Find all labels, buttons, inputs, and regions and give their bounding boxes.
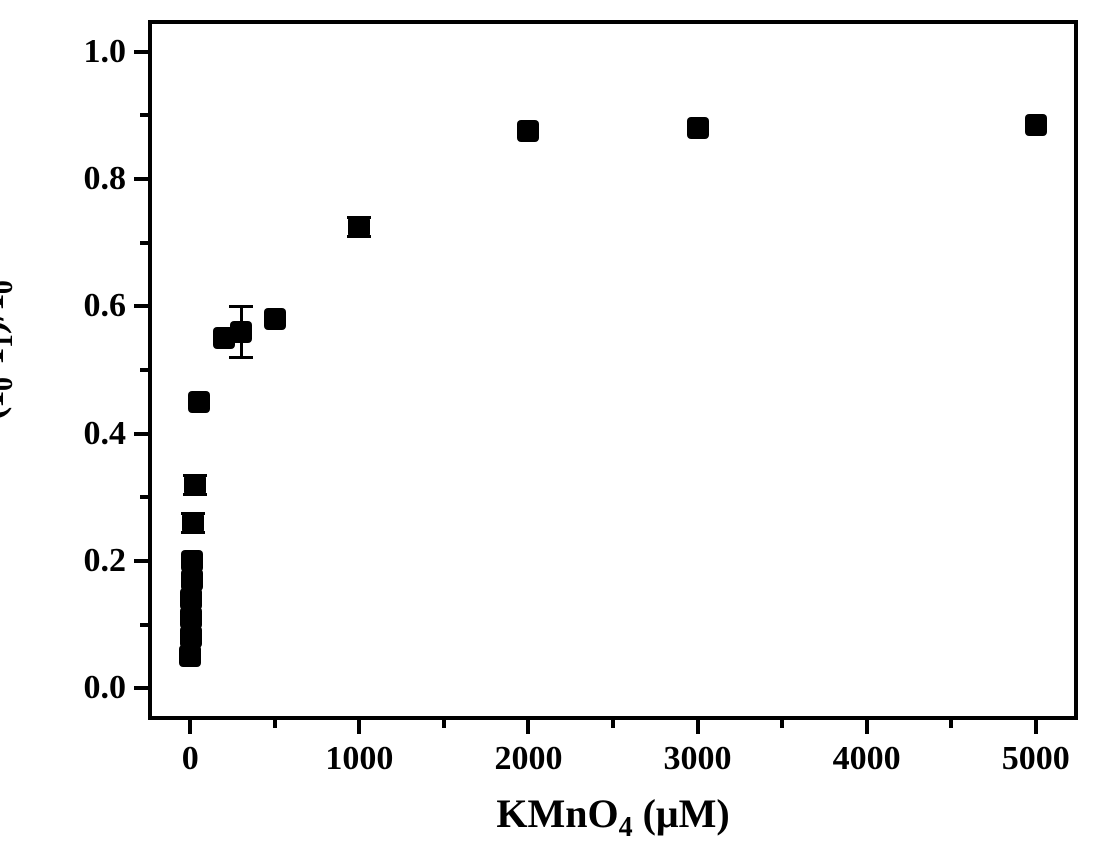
- y-major-tick: [134, 50, 148, 54]
- x-tick-label: 5000: [1002, 740, 1070, 778]
- x-major-tick: [696, 720, 700, 734]
- data-marker: [180, 588, 202, 610]
- y-minor-tick: [140, 113, 148, 117]
- y-major-tick: [134, 304, 148, 308]
- data-marker: [181, 569, 203, 591]
- y-tick-label: 0.6: [84, 287, 127, 325]
- data-marker: [264, 308, 286, 330]
- y-tick-label: 0.8: [84, 160, 127, 198]
- y-minor-tick: [140, 241, 148, 245]
- plot-area: [148, 20, 1078, 720]
- y-tick-label: 0.4: [84, 415, 127, 453]
- data-marker: [517, 120, 539, 142]
- y-tick-label: 0.0: [84, 669, 127, 707]
- x-minor-tick: [611, 720, 615, 728]
- x-tick-label: 0: [182, 740, 199, 778]
- data-marker: [181, 550, 203, 572]
- data-marker: [230, 321, 252, 343]
- y-major-tick: [134, 686, 148, 690]
- data-marker: [687, 117, 709, 139]
- data-marker: [180, 626, 202, 648]
- x-tick-label: 2000: [494, 740, 562, 778]
- data-marker: [180, 607, 202, 629]
- x-minor-tick: [949, 720, 953, 728]
- x-major-tick: [526, 720, 530, 734]
- y-major-tick: [134, 177, 148, 181]
- x-tick-label: 1000: [325, 740, 393, 778]
- x-minor-tick: [442, 720, 446, 728]
- x-major-tick: [865, 720, 869, 734]
- errorbar-cap: [229, 305, 253, 308]
- x-major-tick: [357, 720, 361, 734]
- y-minor-tick: [140, 368, 148, 372]
- data-marker: [188, 391, 210, 413]
- data-marker: [1025, 114, 1047, 136]
- x-minor-tick: [273, 720, 277, 728]
- data-marker: [348, 216, 370, 238]
- data-marker: [184, 474, 206, 496]
- y-tick-label: 0.2: [84, 542, 127, 580]
- y-tick-label: 1.0: [84, 33, 127, 71]
- data-marker: [182, 512, 204, 534]
- x-axis-title: KMnO4 (μM): [496, 790, 729, 844]
- y-major-tick: [134, 559, 148, 563]
- y-axis-title: (I0-I1)/I0: [0, 250, 20, 450]
- x-major-tick: [188, 720, 192, 734]
- x-major-tick: [1034, 720, 1038, 734]
- y-major-tick: [134, 432, 148, 436]
- x-minor-tick: [780, 720, 784, 728]
- y-minor-tick: [140, 495, 148, 499]
- y-minor-tick: [140, 623, 148, 627]
- x-tick-label: 3000: [664, 740, 732, 778]
- errorbar-cap: [229, 356, 253, 359]
- data-marker: [179, 645, 201, 667]
- chart-container: 0100020003000400050000.00.20.40.60.81.0 …: [0, 0, 1102, 862]
- x-tick-label: 4000: [833, 740, 901, 778]
